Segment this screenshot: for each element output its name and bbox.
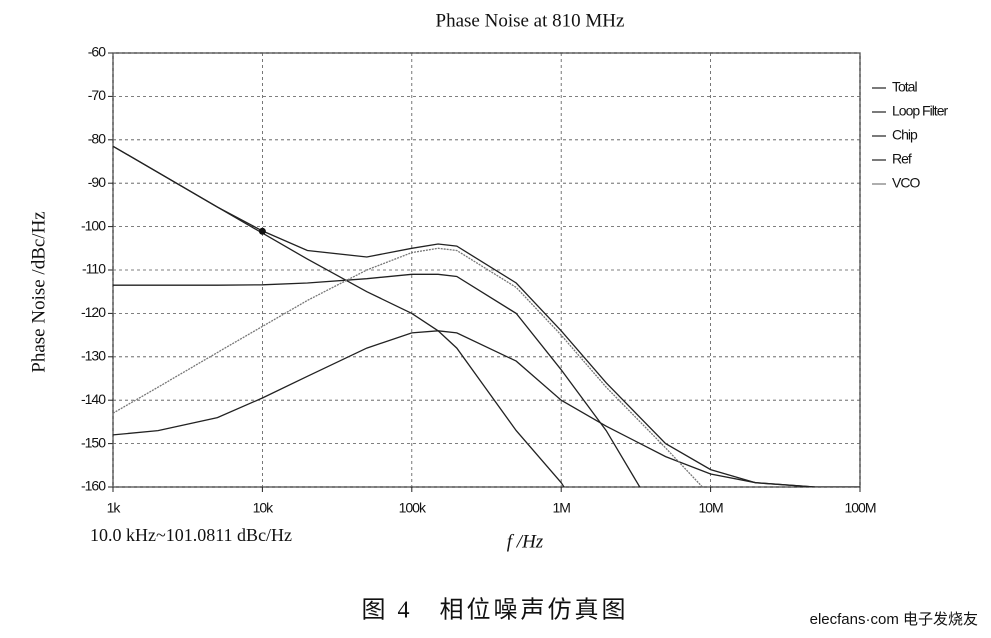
chart-title: Phase Noise at 810 MHz xyxy=(436,10,625,31)
annotation: 10.0 kHz~101.0811 dBc/Hz xyxy=(90,525,292,545)
annotation-marker xyxy=(258,227,266,235)
series-line xyxy=(113,145,565,487)
legend-label: Total xyxy=(892,79,917,95)
y-tick-label: -130 xyxy=(81,348,106,364)
y-tick-label: -80 xyxy=(88,131,106,147)
y-tick-label: -150 xyxy=(81,434,106,450)
y-tick-label: -160 xyxy=(81,478,106,494)
legend-label: Ref xyxy=(892,151,912,167)
y-tick-label: -140 xyxy=(81,391,106,407)
caption: 图 4 相位噪声仿真图 xyxy=(362,597,629,624)
legend-label: Loop Filter xyxy=(892,103,948,119)
x-axis-label: f /Hz xyxy=(507,531,544,552)
series-line xyxy=(113,145,816,487)
x-tick-label: 100M xyxy=(844,500,875,516)
plot-lines xyxy=(113,145,860,487)
series-line xyxy=(113,273,641,487)
y-tick-label: -90 xyxy=(88,174,106,190)
series-line xyxy=(113,330,860,487)
watermark: elecfans·com 电子发烧友 xyxy=(810,611,978,628)
y-tick-label: -60 xyxy=(88,44,106,60)
y-axis-label: Phase Noise /dBc/Hz xyxy=(28,211,49,372)
series-line xyxy=(113,247,704,487)
legend-label: Chip xyxy=(892,127,918,143)
x-tick-label: 10k xyxy=(253,500,275,516)
y-tick-label: -110 xyxy=(82,261,106,277)
y-tick-label: -100 xyxy=(81,217,106,233)
y-tick-label: -70 xyxy=(88,87,106,103)
legend-label: VCO xyxy=(892,175,920,191)
x-tick-label: 1M xyxy=(552,500,570,516)
x-tick-label: 10M xyxy=(698,500,723,516)
y-tick-label: -120 xyxy=(81,304,106,320)
x-tick-label: 100k xyxy=(399,500,427,516)
x-tick-label: 1k xyxy=(107,500,122,516)
